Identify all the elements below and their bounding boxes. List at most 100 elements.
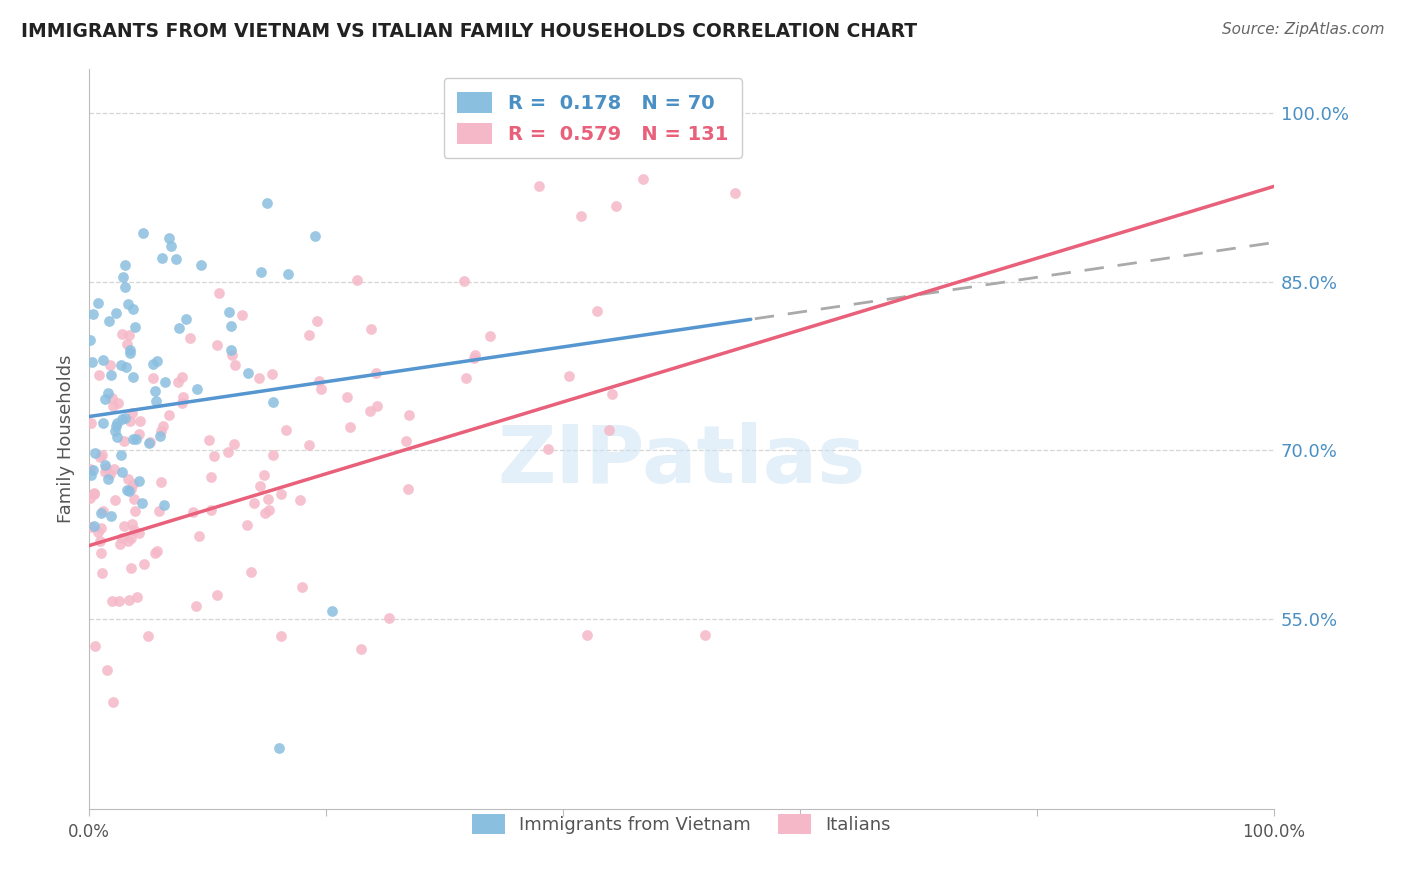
Point xyxy=(111,327,134,342)
Point xyxy=(120,561,142,575)
Point xyxy=(111,411,134,425)
Point xyxy=(239,565,262,579)
Point xyxy=(124,319,146,334)
Point xyxy=(200,503,222,517)
Point xyxy=(298,328,321,343)
Point xyxy=(304,228,326,243)
Point xyxy=(222,436,245,450)
Point xyxy=(94,465,117,479)
Point xyxy=(136,629,159,643)
Point xyxy=(145,394,167,409)
Point xyxy=(79,334,101,348)
Point xyxy=(150,251,173,265)
Point xyxy=(98,359,121,373)
Point xyxy=(82,307,104,321)
Point xyxy=(108,593,131,607)
Point xyxy=(396,482,419,496)
Point xyxy=(224,359,246,373)
Point xyxy=(395,434,418,448)
Point xyxy=(87,524,110,539)
Point xyxy=(149,429,172,443)
Point xyxy=(198,433,221,447)
Point xyxy=(557,369,579,384)
Point xyxy=(132,558,155,572)
Point xyxy=(128,414,150,428)
Point xyxy=(110,465,132,479)
Point xyxy=(91,448,114,462)
Point xyxy=(121,406,143,420)
Point xyxy=(262,448,284,462)
Point xyxy=(111,531,134,545)
Point xyxy=(202,449,225,463)
Point xyxy=(107,396,129,410)
Point xyxy=(105,418,128,433)
Point xyxy=(114,258,136,272)
Point xyxy=(150,424,173,438)
Point xyxy=(290,492,312,507)
Point xyxy=(179,330,201,344)
Point xyxy=(122,432,145,446)
Point xyxy=(125,432,148,446)
Point xyxy=(146,544,169,558)
Point xyxy=(160,239,183,253)
Point xyxy=(141,357,163,371)
Point xyxy=(186,382,208,396)
Point xyxy=(101,593,124,607)
Point xyxy=(153,498,176,512)
Point xyxy=(124,524,146,538)
Point xyxy=(291,580,314,594)
Point xyxy=(120,482,142,496)
Point xyxy=(86,295,108,310)
Point xyxy=(83,486,105,500)
Point xyxy=(110,448,132,462)
Point xyxy=(346,273,368,287)
Legend: Immigrants from Vietnam, Italians: Immigrants from Vietnam, Italians xyxy=(465,807,898,841)
Point xyxy=(146,354,169,368)
Point xyxy=(631,171,654,186)
Point xyxy=(89,368,111,382)
Point xyxy=(121,477,143,491)
Point xyxy=(598,423,620,437)
Point xyxy=(298,437,321,451)
Point xyxy=(167,321,190,335)
Point xyxy=(122,302,145,317)
Point xyxy=(117,328,139,343)
Point xyxy=(79,491,101,505)
Point xyxy=(187,529,209,543)
Point xyxy=(97,472,120,486)
Point xyxy=(250,265,273,279)
Point xyxy=(89,450,111,464)
Point xyxy=(96,664,118,678)
Point xyxy=(101,400,124,414)
Point xyxy=(218,305,240,319)
Point xyxy=(172,390,194,404)
Point xyxy=(118,414,141,428)
Point xyxy=(96,460,118,475)
Point xyxy=(360,322,382,336)
Point xyxy=(128,427,150,442)
Point xyxy=(138,436,160,450)
Point xyxy=(152,418,174,433)
Point xyxy=(100,509,122,524)
Point xyxy=(256,196,278,211)
Point xyxy=(89,533,111,548)
Point xyxy=(321,604,343,618)
Point xyxy=(117,472,139,486)
Point xyxy=(359,403,381,417)
Point xyxy=(724,186,747,200)
Point xyxy=(253,506,276,520)
Point xyxy=(142,371,165,385)
Point xyxy=(270,629,292,643)
Point xyxy=(131,496,153,510)
Point xyxy=(277,267,299,281)
Point xyxy=(267,740,290,755)
Point xyxy=(91,416,114,430)
Point xyxy=(257,503,280,517)
Point xyxy=(157,230,180,244)
Point xyxy=(101,695,124,709)
Y-axis label: Family Households: Family Households xyxy=(58,355,75,524)
Point xyxy=(170,396,193,410)
Point xyxy=(105,306,128,320)
Point xyxy=(575,628,598,642)
Point xyxy=(79,468,101,483)
